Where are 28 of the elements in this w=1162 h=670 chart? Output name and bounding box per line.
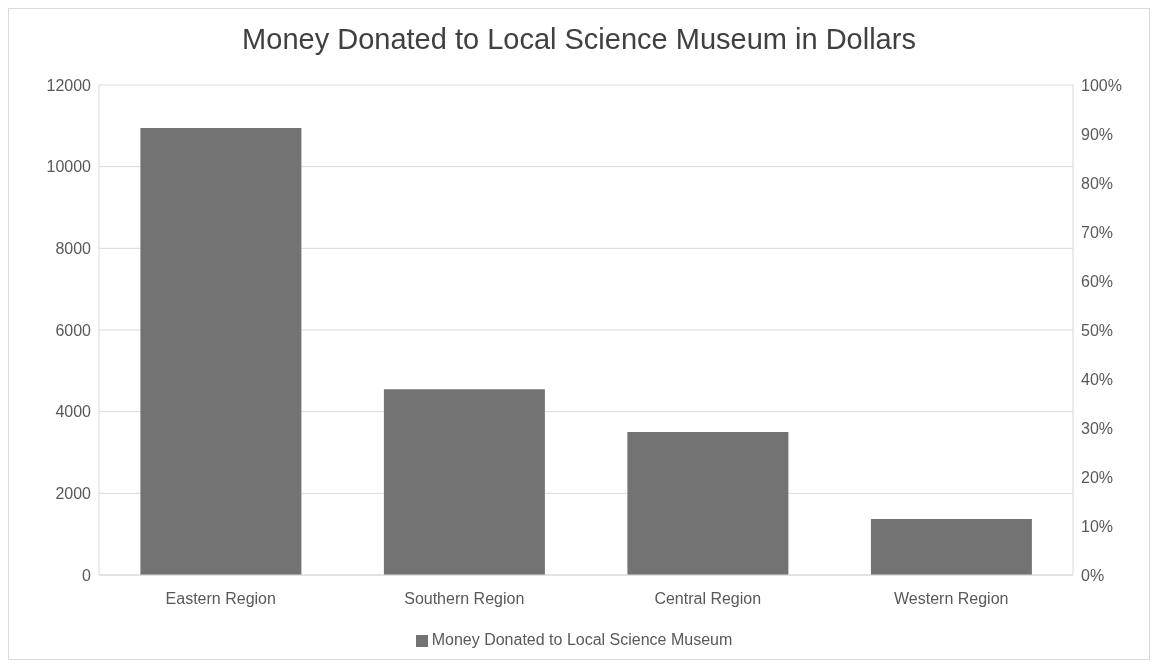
bar (627, 432, 789, 575)
bar (870, 519, 1032, 575)
y2-tick-label: 80% (1081, 174, 1114, 192)
y2-tick-label: 60% (1081, 272, 1114, 290)
y-tick-label: 6000 (55, 321, 92, 339)
y2-tick-label: 90% (1081, 125, 1114, 143)
x-tick-label: Southern Region (404, 590, 525, 608)
y2-tick-label: 70% (1081, 223, 1114, 241)
y2-tick-label: 40% (1081, 370, 1114, 388)
bar (383, 389, 545, 575)
y-tick-label: 8000 (55, 240, 92, 258)
y2-tick-label: 0% (1081, 566, 1105, 584)
bar (140, 127, 302, 575)
y2-tick-label: 30% (1081, 419, 1114, 437)
y-tick-label: 4000 (55, 403, 92, 421)
x-tick-label: Western Region (894, 590, 1009, 608)
y2-tick-label: 100% (1081, 76, 1122, 94)
y2-tick-label: 20% (1081, 468, 1114, 486)
y-tick-label: 10000 (46, 158, 92, 176)
y2-tick-label: 10% (1081, 517, 1114, 535)
x-tick-label: Central Region (654, 590, 762, 608)
y-tick-label: 12000 (46, 76, 92, 94)
y-tick-label: 0 (82, 566, 92, 584)
chart-title: Money Donated to Local Science Museum in Dollars (241, 22, 917, 57)
y2-tick-label: 50% (1081, 321, 1114, 339)
y-tick-label: 2000 (55, 485, 92, 503)
x-tick-label: Eastern Region (165, 590, 276, 608)
legend-label: Money Donated to Local Science Museum (431, 631, 733, 648)
